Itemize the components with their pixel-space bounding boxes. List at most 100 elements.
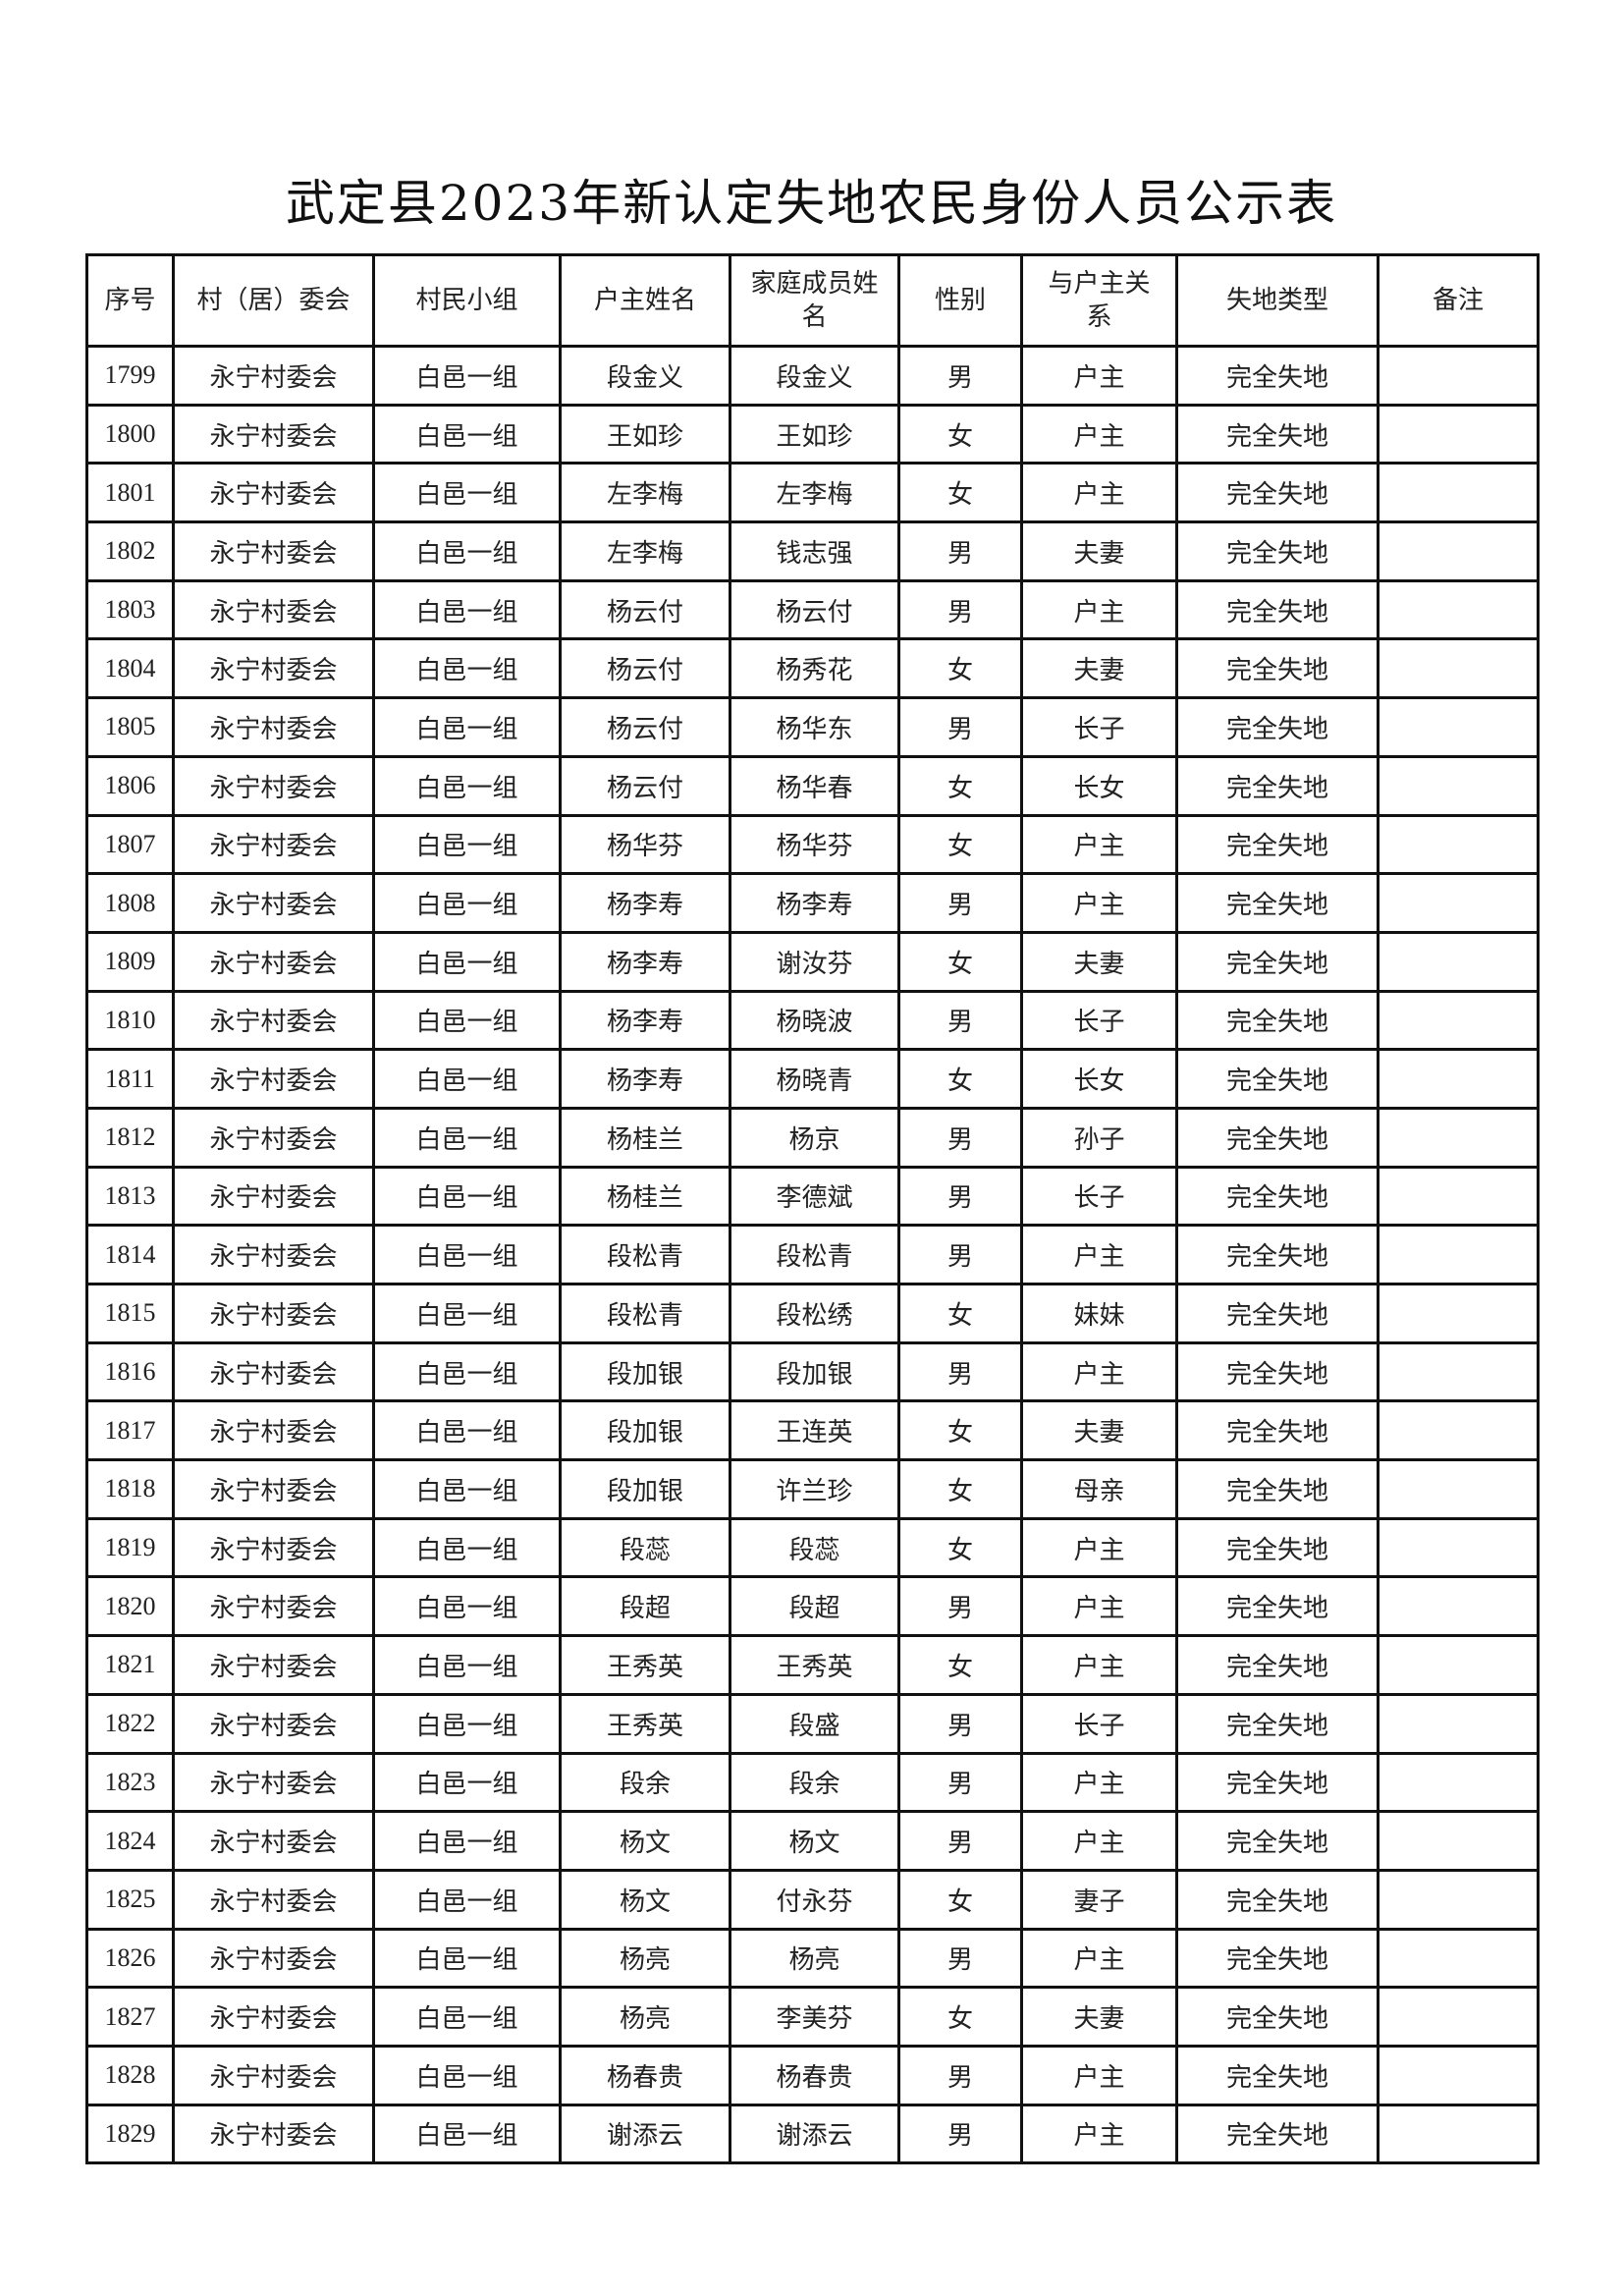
header-relationship: 与户主关系 (1020, 253, 1178, 348)
cell-villager-group: 白邑一组 (372, 930, 562, 993)
cell-land-loss-type: 完全失地 (1175, 754, 1380, 817)
cell-family-member: 李美芬 (729, 1986, 900, 2048)
cell-index: 1800 (85, 403, 175, 465)
cell-household-head: 王秀英 (559, 1634, 731, 1696)
cell-village-committee: 永宁村委会 (172, 1986, 375, 2048)
cell-village-committee: 永宁村委会 (172, 989, 375, 1052)
cell-household-head: 杨云付 (559, 637, 731, 700)
cell-gender: 男 (897, 696, 1023, 758)
cell-remarks (1377, 754, 1540, 817)
cell-land-loss-type: 完全失地 (1175, 696, 1380, 758)
cell-remarks (1377, 345, 1540, 407)
cell-gender: 女 (897, 1634, 1023, 1696)
table-row: 1819 永宁村委会 白邑一组 段蕊 段蕊女户主 完全失地 (85, 1516, 1540, 1579)
cell-family-member: 杨晓波 (729, 989, 900, 1052)
table-row: 1820 永宁村委会 白邑一组 段超 段超男户主 完全失地 (85, 1575, 1540, 1638)
cell-index: 1805 (85, 696, 175, 758)
cell-household-head: 段蕊 (559, 1516, 731, 1579)
cell-family-member: 王如珍 (729, 403, 900, 465)
cell-index: 1806 (85, 754, 175, 817)
cell-villager-group: 白邑一组 (372, 1399, 562, 1462)
cell-family-member: 杨华芬 (729, 813, 900, 876)
table-row: 1829 永宁村委会 白邑一组 谢添云 谢添云男户主 完全失地 (85, 2103, 1540, 2165)
cell-gender: 女 (897, 1399, 1023, 1462)
cell-land-loss-type: 完全失地 (1175, 1751, 1380, 1814)
cell-gender: 女 (897, 813, 1023, 876)
cell-village-committee: 永宁村委会 (172, 930, 375, 993)
cell-relationship: 户主 (1020, 345, 1178, 407)
cell-remarks (1377, 989, 1540, 1052)
table-row: 1828 永宁村委会 白邑一组 杨春贵 杨春贵男户主 完全失地 (85, 2044, 1540, 2106)
cell-villager-group: 白邑一组 (372, 1458, 562, 1520)
cell-village-committee: 永宁村委会 (172, 1165, 375, 1228)
cell-villager-group: 白邑一组 (372, 813, 562, 876)
cell-remarks (1377, 1048, 1540, 1110)
cell-village-committee: 永宁村委会 (172, 345, 375, 407)
table-row: 1811 永宁村委会 白邑一组 杨李寿 杨晓青女长女 完全失地 (85, 1048, 1540, 1110)
cell-village-committee: 永宁村委会 (172, 578, 375, 641)
cell-relationship: 户主 (1020, 1340, 1178, 1403)
cell-relationship: 户主 (1020, 872, 1178, 934)
cell-remarks (1377, 1340, 1540, 1403)
cell-village-committee: 永宁村委会 (172, 754, 375, 817)
table-row: 1824 永宁村委会 白邑一组 杨文 杨文男户主 完全失地 (85, 1810, 1540, 1872)
cell-village-committee: 永宁村委会 (172, 637, 375, 700)
table-row: 1827 永宁村委会 白邑一组 杨亮 李美芬女夫妻 完全失地 (85, 1986, 1540, 2048)
cell-index: 1827 (85, 1986, 175, 2048)
cell-household-head: 杨亮 (559, 1986, 731, 2048)
cell-family-member: 钱志强 (729, 520, 900, 582)
cell-family-member: 段松绣 (729, 1283, 900, 1344)
cell-relationship: 户主 (1020, 813, 1178, 876)
cell-village-committee: 永宁村委会 (172, 2103, 375, 2165)
table-row: 1807 永宁村委会 白邑一组 杨华芬 杨华芬女户主 完全失地 (85, 813, 1540, 876)
table-row: 1801 永宁村委会 白邑一组 左李梅 左李梅女户主 完全失地 (85, 462, 1540, 524)
cell-remarks (1377, 462, 1540, 524)
cell-village-committee: 永宁村委会 (172, 1106, 375, 1169)
table-row: 1799 永宁村委会 白邑一组 段金义 段金义男户主 完全失地 (85, 345, 1540, 407)
cell-index: 1828 (85, 2044, 175, 2106)
cell-gender: 女 (897, 403, 1023, 465)
cell-villager-group: 白邑一组 (372, 1868, 562, 1931)
cell-family-member: 王连英 (729, 1399, 900, 1462)
cell-villager-group: 白邑一组 (372, 637, 562, 700)
cell-gender: 男 (897, 1927, 1023, 1990)
cell-land-loss-type: 完全失地 (1175, 1283, 1380, 1344)
table-row: 1816 永宁村委会 白邑一组 段加银 段加银男户主 完全失地 (85, 1340, 1540, 1403)
cell-remarks (1377, 1810, 1540, 1872)
cell-family-member: 段加银 (729, 1340, 900, 1403)
cell-remarks (1377, 1224, 1540, 1285)
cell-land-loss-type: 完全失地 (1175, 520, 1380, 582)
cell-village-committee: 永宁村委会 (172, 696, 375, 758)
cell-family-member: 段余 (729, 1751, 900, 1814)
cell-villager-group: 白邑一组 (372, 2044, 562, 2106)
cell-household-head: 段金义 (559, 345, 731, 407)
header-land-loss-type: 失地类型 (1175, 253, 1380, 348)
cell-household-head: 杨亮 (559, 1927, 731, 1990)
cell-index: 1820 (85, 1575, 175, 1638)
cell-relationship: 长子 (1020, 1165, 1178, 1228)
cell-gender: 女 (897, 754, 1023, 817)
page-title: 武定县2023年新认定失地农民身份人员公示表 (285, 175, 1338, 232)
cell-household-head: 杨桂兰 (559, 1165, 731, 1228)
cell-index: 1825 (85, 1868, 175, 1931)
cell-remarks (1377, 1399, 1540, 1462)
cell-index: 1816 (85, 1340, 175, 1403)
cell-index: 1812 (85, 1106, 175, 1169)
cell-gender: 男 (897, 345, 1023, 407)
cell-family-member: 李德斌 (729, 1165, 900, 1228)
cell-land-loss-type: 完全失地 (1175, 462, 1380, 524)
cell-remarks (1377, 1106, 1540, 1169)
cell-household-head: 杨云付 (559, 754, 731, 817)
cell-gender: 女 (897, 637, 1023, 700)
cell-family-member: 许兰珍 (729, 1458, 900, 1520)
cell-land-loss-type: 完全失地 (1175, 930, 1380, 993)
cell-village-committee: 永宁村委会 (172, 1575, 375, 1638)
cell-land-loss-type: 完全失地 (1175, 637, 1380, 700)
cell-villager-group: 白邑一组 (372, 1751, 562, 1814)
cell-family-member: 段松青 (729, 1224, 900, 1285)
cell-village-committee: 永宁村委会 (172, 1634, 375, 1696)
cell-village-committee: 永宁村委会 (172, 1927, 375, 1990)
table-row: 1818 永宁村委会 白邑一组 段加银 许兰珍女母亲 完全失地 (85, 1458, 1540, 1520)
cell-index: 1804 (85, 637, 175, 700)
cell-village-committee: 永宁村委会 (172, 462, 375, 524)
